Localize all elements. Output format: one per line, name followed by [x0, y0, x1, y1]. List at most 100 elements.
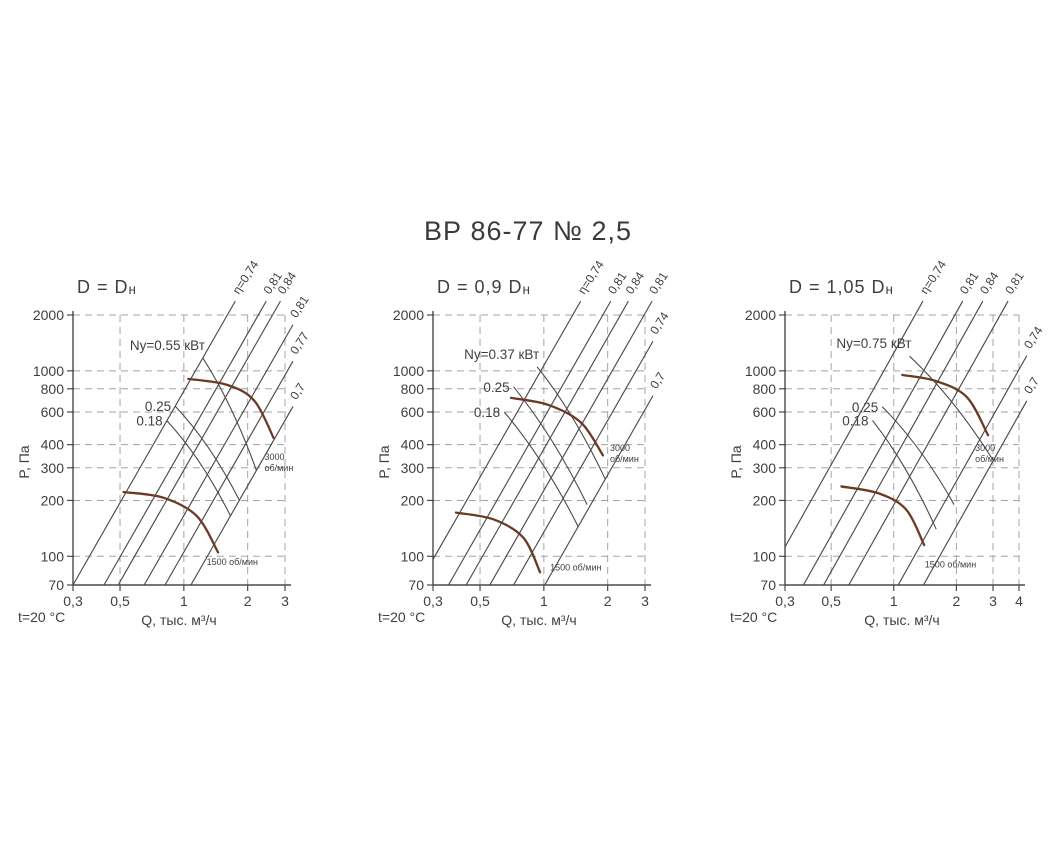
chart-heading: D = 0,9 Dн	[437, 277, 531, 297]
efficiency-line-label: 0,7	[1021, 374, 1042, 396]
power-curve	[513, 386, 588, 505]
speed-curve	[509, 396, 605, 457]
x-tick-label: 0,3	[63, 593, 83, 609]
efficiency-line	[513, 340, 654, 586]
y-axis-title: P, Па	[376, 445, 392, 478]
power-curve	[881, 406, 955, 505]
y-tick-label: 800	[41, 381, 65, 397]
power-curve	[536, 366, 606, 480]
power-curve-label: 0.18	[136, 413, 162, 428]
page-title: ВР 86-77 № 2,5	[423, 216, 633, 246]
efficiency-line	[190, 406, 294, 586]
power-curve	[166, 420, 232, 517]
x-tick-label: 3	[989, 593, 997, 609]
efficiency-line	[164, 360, 294, 586]
power-curve	[174, 405, 240, 501]
speed-curve	[122, 490, 220, 554]
efficiency-line-label: 0,84	[977, 269, 1002, 296]
chart-heading: D = Dн	[77, 277, 137, 297]
speed-curve-label: 1500 об/мин	[550, 562, 601, 572]
speed-curve	[187, 377, 275, 440]
temp-label: t=20 °C	[378, 609, 425, 625]
y-tick-label: 200	[753, 492, 777, 508]
power-curve	[503, 411, 579, 527]
speed-curve-label: 1500 об/мин	[925, 559, 976, 569]
speed-curve-label: 3000	[975, 443, 995, 453]
y-tick-label: 200	[41, 492, 65, 508]
y-tick-label: 600	[753, 404, 777, 420]
efficiency-line	[432, 300, 582, 560]
y-tick-label: 100	[41, 548, 65, 564]
power-curve-label: 0.25	[852, 400, 878, 415]
y-tick-label: 1000	[33, 363, 64, 379]
temp-label: t=20 °C	[18, 609, 65, 625]
efficiency-line	[823, 300, 984, 586]
y-tick-label: 1000	[393, 363, 424, 379]
power-curve-label: Ny=0.55 кВт	[130, 338, 205, 353]
y-tick-label: 1000	[745, 363, 776, 379]
y-axis-title: P, Па	[728, 445, 744, 478]
efficiency-line	[923, 400, 1028, 586]
power-curve-label: 0.25	[145, 399, 171, 414]
x-tick-label: 0,3	[775, 593, 795, 609]
speed-curve	[454, 511, 542, 574]
y-tick-label: 70	[760, 577, 776, 593]
x-tick-label: 2	[604, 593, 612, 609]
y-tick-label: 70	[408, 577, 424, 593]
efficiency-line	[447, 300, 612, 586]
x-tick-label: 1	[180, 593, 188, 609]
chart-d-09dn: 70 100 200 300 400 600 800 1000 2000 0,3 0,5 1 2 3 η=0…	[376, 258, 672, 628]
y-axis-title: P, Па	[16, 445, 32, 478]
power-curve-label: Ny=0.75 кВт	[836, 336, 911, 351]
efficiency-line-label: η=0,74	[575, 258, 607, 297]
power-curve-label: Ny=0.37 кВт	[464, 347, 539, 362]
chart-heading-main: D = 1,05 D	[789, 277, 886, 297]
speed-curve-label: об/мин	[264, 463, 293, 473]
efficiency-line	[117, 300, 281, 586]
speed-curve	[840, 485, 926, 547]
efficiency-line-label: 0,74	[647, 309, 672, 336]
chart-heading-subscript: н	[523, 282, 531, 297]
efficiency-line	[544, 395, 654, 586]
y-tick-label: 400	[401, 437, 425, 453]
efficiency-line	[848, 300, 1009, 586]
y-tick-label: 800	[401, 381, 425, 397]
chart-heading-subscript: н	[129, 282, 137, 297]
power-curve	[202, 357, 257, 471]
chart-heading-subscript: н	[886, 282, 894, 297]
x-axis-title: Q, тыс. м³/ч	[501, 612, 576, 628]
y-tick-label: 2000	[745, 307, 776, 323]
chart-heading-main: D = D	[77, 277, 129, 297]
x-tick-label: 1	[540, 593, 548, 609]
efficiency-line-label: η=0,74	[917, 258, 949, 297]
efficiency-line-label: 0,81	[287, 293, 312, 320]
efficiency-line-label: 0,74	[1021, 324, 1046, 351]
x-tick-label: 0,5	[110, 593, 130, 609]
x-tick-label: 2	[244, 593, 252, 609]
y-tick-label: 2000	[33, 307, 64, 323]
x-tick-label: 1	[890, 593, 898, 609]
efficiency-line	[489, 300, 653, 586]
x-axis-title: Q, тыс. м³/ч	[141, 612, 216, 628]
efficiency-line-label: η=0,74	[230, 258, 262, 297]
efficiency-line	[897, 355, 1028, 586]
y-tick-label: 100	[401, 548, 425, 564]
x-tick-label: 2	[952, 593, 960, 609]
efficiency-line	[143, 324, 294, 586]
y-tick-label: 800	[753, 381, 777, 397]
y-tick-label: 200	[401, 492, 425, 508]
y-tick-label: 400	[41, 437, 65, 453]
speed-curve-label: об/мин	[975, 454, 1004, 464]
speed-curve-label: 1500 об/мин	[207, 557, 258, 567]
y-tick-label: 300	[41, 460, 65, 476]
speed-curve-label: 3000	[264, 452, 284, 462]
y-tick-label: 600	[401, 404, 425, 420]
speed-curve	[901, 373, 990, 437]
efficiency-line-label: 0,7	[287, 380, 308, 402]
x-tick-label: 3	[281, 593, 289, 609]
power-curve	[872, 420, 937, 530]
efficiency-line-label: 0,7	[647, 369, 668, 391]
chart-heading: D = 1,05 Dн	[789, 277, 894, 297]
efficiency-line	[784, 300, 924, 548]
